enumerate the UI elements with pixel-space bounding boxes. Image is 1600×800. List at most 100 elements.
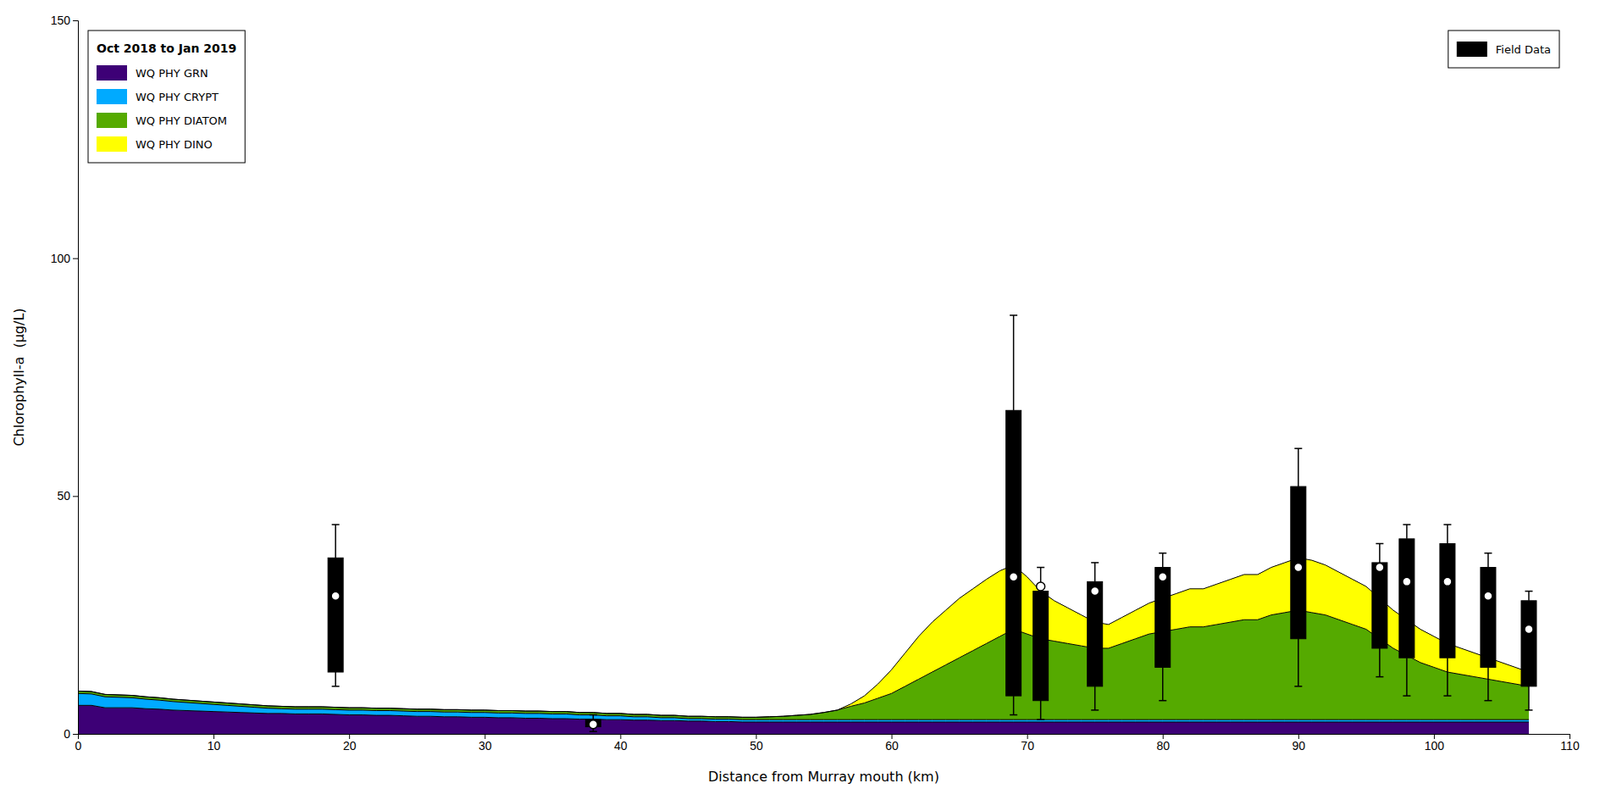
median-marker xyxy=(1009,572,1019,582)
tick-label: 100 xyxy=(1424,738,1445,753)
whisker xyxy=(1406,524,1408,539)
whisker-cap xyxy=(1090,708,1099,711)
legend-frame xyxy=(1448,30,1560,68)
whisker-cap xyxy=(1402,694,1411,697)
whisker-cap xyxy=(1009,714,1018,716)
tick: 30 xyxy=(478,733,493,753)
tick: 100 xyxy=(50,251,78,266)
whisker-cap xyxy=(1294,685,1302,687)
legend-swatch xyxy=(1456,41,1488,57)
tick: 60 xyxy=(885,733,899,753)
legend-frame xyxy=(88,30,245,163)
area-boundary xyxy=(77,557,1529,717)
whisker-cap xyxy=(589,714,598,716)
tick-label: 0 xyxy=(75,738,83,753)
whisker xyxy=(1013,695,1015,715)
tick-label: 30 xyxy=(478,738,493,753)
tick-label: 100 xyxy=(50,251,72,266)
tick-label: 70 xyxy=(1020,738,1035,753)
box xyxy=(1290,486,1307,639)
tick-label: 40 xyxy=(614,738,628,753)
legend-swatch xyxy=(96,65,128,81)
median-marker xyxy=(1158,572,1168,582)
tick-label: 50 xyxy=(749,738,764,753)
tick: 110 xyxy=(1560,733,1580,753)
whisker-cap xyxy=(1443,523,1451,526)
x-axis: 0 10 20 30 40 50 60 70 80 90 100 110 xyxy=(75,733,1580,753)
median-marker xyxy=(1375,563,1385,572)
legend-label: Field Data xyxy=(1495,43,1551,56)
whisker-cap xyxy=(1524,708,1533,711)
tick-mark xyxy=(72,258,78,260)
y-axis-title: Chlorophyll-a (μg/L) xyxy=(11,307,28,446)
median-marker xyxy=(1090,586,1100,596)
whisker xyxy=(334,524,337,558)
whisker xyxy=(1378,647,1381,677)
box xyxy=(1439,542,1456,658)
tick-mark xyxy=(72,495,78,497)
tick: 90 xyxy=(1292,733,1307,753)
median-marker xyxy=(1443,576,1452,586)
whisker xyxy=(1040,700,1042,720)
tick: 10 xyxy=(207,733,222,753)
median-marker xyxy=(1402,576,1412,586)
tick: 40 xyxy=(614,733,628,753)
whisker xyxy=(1406,657,1408,696)
whisker xyxy=(1446,657,1449,696)
whisker-cap xyxy=(1375,542,1384,545)
tick-label: 110 xyxy=(1560,738,1580,753)
legend-title: Oct 2018 to Jan 2019 xyxy=(96,41,237,56)
median-marker xyxy=(1524,625,1534,634)
legend-swatch xyxy=(96,136,128,152)
marks xyxy=(77,315,1537,734)
whisker-cap xyxy=(1090,561,1099,564)
legend-label: WQ PHY DIATOM xyxy=(135,114,227,128)
tick-label: 10 xyxy=(207,738,222,753)
whisker xyxy=(1094,562,1097,582)
whisker-cap xyxy=(1036,718,1045,720)
whisker-cap xyxy=(1402,523,1411,526)
median-marker xyxy=(1483,591,1493,600)
whisker xyxy=(1297,638,1300,687)
tick: 150 xyxy=(50,13,78,28)
tick-mark xyxy=(72,733,78,735)
tick-label: 50 xyxy=(56,488,71,503)
box xyxy=(1033,591,1049,701)
legend: Oct 2018 to Jan 2019WQ PHY GRNWQ PHY CRY… xyxy=(88,30,245,163)
box xyxy=(1372,562,1388,648)
whisker-cap xyxy=(1158,699,1167,702)
box-series xyxy=(327,315,1537,731)
whisker xyxy=(1013,315,1015,410)
tick: 80 xyxy=(1156,733,1170,753)
median-marker xyxy=(1294,563,1303,572)
whisker-cap xyxy=(1375,675,1384,678)
tick-label: 90 xyxy=(1292,738,1307,753)
tick-label: 60 xyxy=(885,738,899,753)
whisker xyxy=(1162,553,1164,568)
box-plot xyxy=(1006,315,1022,715)
tick: 20 xyxy=(343,733,357,753)
whisker-cap xyxy=(1294,447,1302,449)
tick: 100 xyxy=(1424,733,1445,753)
whisker-cap xyxy=(332,523,340,526)
box-plot xyxy=(1372,542,1388,676)
axis-line xyxy=(78,734,1571,740)
box xyxy=(1155,567,1171,668)
tick-label: 150 xyxy=(50,13,72,28)
chart: 0 10 20 30 40 50 60 70 80 90 100 110 0 50 100 150 Oct 20… xyxy=(0,0,1600,800)
tick-label: 0 xyxy=(63,726,71,741)
whisker xyxy=(1378,542,1381,562)
box xyxy=(327,557,344,672)
tick-label: 20 xyxy=(343,738,357,753)
box-plot xyxy=(1155,553,1171,701)
box-plot xyxy=(1399,524,1415,696)
tick: 0 xyxy=(75,733,83,753)
box-plot xyxy=(1087,562,1103,710)
box xyxy=(1480,567,1496,668)
whisker-cap xyxy=(1009,314,1018,316)
legend-swatch xyxy=(96,112,128,128)
whisker-cap xyxy=(1443,694,1451,697)
box-plot xyxy=(1290,448,1307,687)
whisker xyxy=(1446,524,1449,543)
legend-label: WQ PHY DINO xyxy=(135,138,213,151)
